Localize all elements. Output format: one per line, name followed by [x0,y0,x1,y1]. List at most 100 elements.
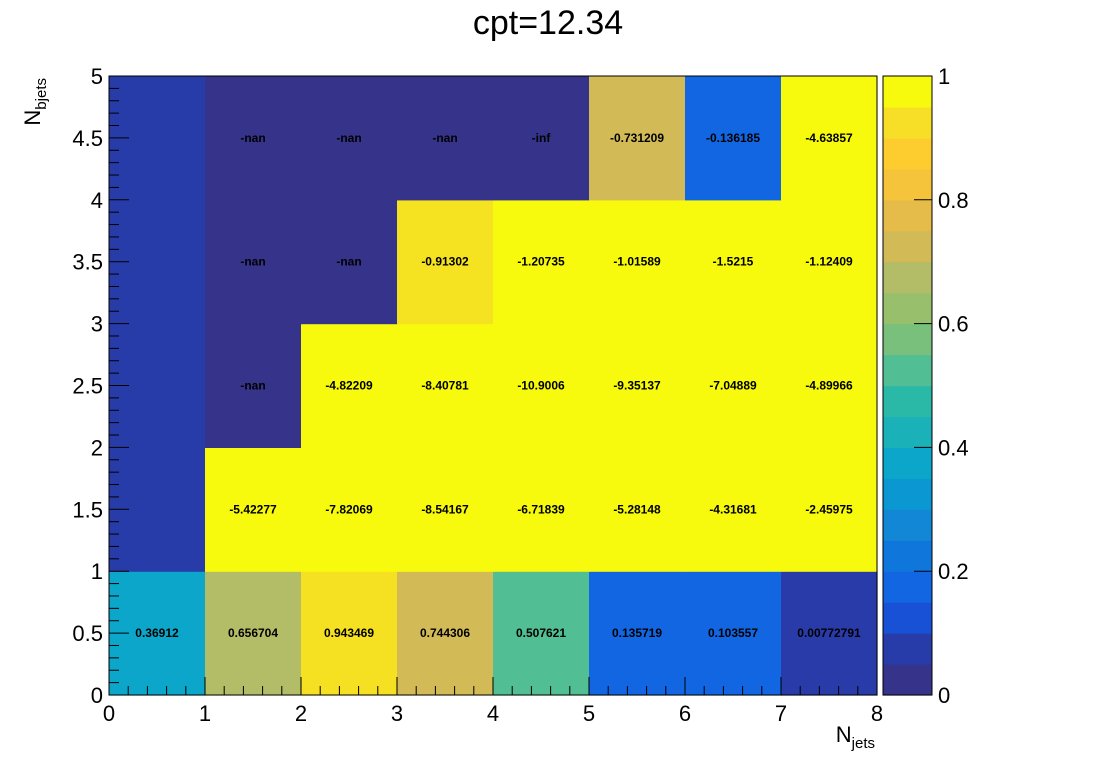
cell-value-label: -10.9006 [517,379,565,393]
cell-value-label: -7.82069 [325,502,373,516]
x-axis-title: Njets [836,722,875,752]
heatmap-cells [109,76,878,696]
cell-value-label: 0.36912 [135,626,179,640]
heatmap-cell [301,76,398,201]
colorbar-segment [883,602,932,634]
heatmap-cell [589,571,686,696]
cell-value-label: -inf [532,131,552,145]
heatmap-cell [493,571,590,696]
cell-value-label: -9.35137 [613,379,661,393]
cell-value-label: -4.31681 [709,502,757,516]
cell-value-label: -nan [240,379,265,393]
cell-value-label: -5.42277 [229,502,277,516]
heatmap-cell [589,447,686,572]
cell-value-label: -2.45975 [805,502,853,516]
heatmap-cell [493,76,590,201]
x-tick-label: 1 [199,701,211,726]
cell-labels: 0.36912 0.656704 0.943469 0.744306 0.507621 0… [135,131,861,640]
colorbar-segment [883,230,932,263]
colorbar-tick-label: 0.8 [938,188,969,213]
x-axis: 0 1 2 3 4 5 6 7 8 [103,677,883,726]
heatmap-cell [205,199,302,325]
heatmap-cell [205,571,302,696]
y-tick-label: 1 [91,559,103,584]
x-tick-label: 3 [391,701,403,726]
y-tick-label: 1.5 [72,497,103,522]
cell-value-label: 0.744306 [420,626,470,640]
cell-value-label: -6.71839 [517,502,565,516]
cell-value-label: -0.731209 [610,131,664,145]
heatmap-cell [397,76,494,201]
axis-titles: Njets Nbjets [20,78,875,752]
heatmap-cell [205,447,302,572]
heatmap-cell [685,447,782,572]
cell-value-label: -4.63857 [805,131,853,145]
cell-value-label: 0.507621 [516,626,566,640]
cell-value-label: -8.40781 [421,379,469,393]
y-tick-label: 3 [91,312,103,337]
heatmap-cell [301,447,398,572]
x-tick-label: 6 [679,701,691,726]
x-tick-label: 2 [295,701,307,726]
cell-value-label: -nan [240,131,265,145]
heatmap-cell [781,323,878,448]
heatmap-cell [589,199,686,325]
cell-value-label: 0.135719 [612,626,662,640]
heatmap-cell [397,447,494,572]
colorbar-segment [883,292,932,325]
heatmap-cell [397,571,494,696]
y-axis: 0 0.5 1 1.5 2 2.5 3 3.5 4 4.5 5 [72,64,129,708]
cell-value-label: -0.91302 [421,255,469,269]
colorbar-tick-label: 0.6 [938,312,969,337]
heatmap-cell [685,571,782,696]
cell-value-label: -nan [240,255,265,269]
heatmap-cell [685,199,782,325]
heatmap-cell [781,76,878,201]
colorbar-segment [883,509,932,541]
cell-value-label: -8.54167 [421,502,469,516]
colorbar-segment [883,354,932,387]
cell-value-label: -1.5215 [713,255,754,269]
heatmap-cell [205,323,302,448]
colorbar-segment [883,540,932,572]
heatmap-cell [493,199,590,325]
colorbar-segment [883,261,932,294]
colorbar-segment [883,168,932,201]
chart-title: cpt=12.34 [472,4,624,42]
cell-value-label: -1.20735 [517,255,565,269]
heatmap-cell [493,447,590,572]
y-tick-label: 4.5 [72,126,103,151]
colorbar-segment [883,571,932,603]
colorbar-segment [883,633,932,665]
cell-value-label: 0.00772791 [797,626,861,640]
heatmap-cell [781,447,878,572]
x-tick-label: 0 [103,701,115,726]
colorbar-segment [883,137,932,170]
color-scale-bar: 0 0.2 0.4 0.6 0.8 1 [882,64,969,708]
cell-value-label: 0.656704 [228,626,278,640]
colorbar-segment [883,478,932,510]
colorbar-segment [883,199,932,232]
heatmap-cell [301,323,398,448]
cell-value-label: -4.82209 [325,379,373,393]
heatmap-cell [781,199,878,325]
cell-value-label: -1.01589 [613,255,661,269]
heatmap-cell [397,323,494,448]
cell-value-label: -nan [336,131,361,145]
y-tick-label: 2 [91,435,103,460]
colorbar-tick-label: 0 [938,683,950,708]
x-tick-label: 7 [775,701,787,726]
heatmap-cell [781,571,878,696]
cell-value-label: -4.89966 [805,379,853,393]
x-tick-label: 4 [487,701,499,726]
colorbar-segment [883,416,932,448]
cell-value-label: -7.04889 [709,379,757,393]
cell-value-label: 0.103557 [708,626,758,640]
colorbar-tick-label: 1 [938,64,950,89]
cell-value-label: -1.12409 [805,255,853,269]
heatmap-cell [301,571,398,696]
heatmap-cell [301,199,398,325]
heatmap-cell [589,76,686,201]
colorbar-segment [883,447,932,479]
